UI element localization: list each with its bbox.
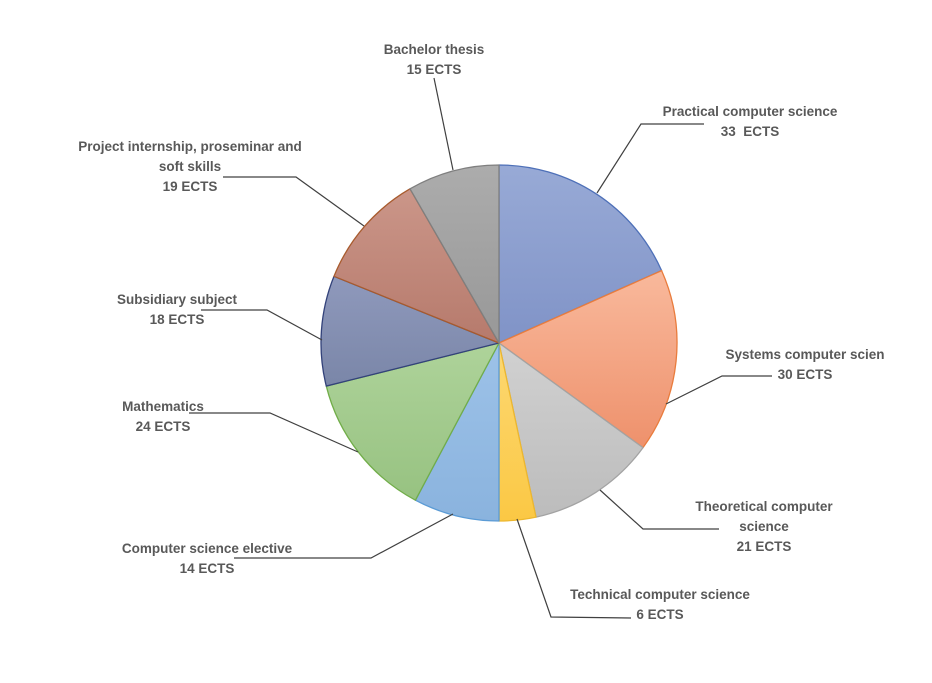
pie-slice-practical-computer-science — [498, 164, 663, 344]
slice-label-line: 18 ECTS — [149, 312, 205, 327]
leader-line-bachelor-thesis — [433, 77, 454, 171]
slice-label-line: 24 ECTS — [135, 419, 191, 434]
leader-line-systems-computer-science — [665, 375, 772, 405]
leader-line-practical-computer-science — [596, 123, 704, 194]
leader-line-computer-science-elective — [234, 513, 454, 559]
leader-line-project-internship-proseminar-and-soft-skills — [223, 176, 365, 227]
slice-label-line: soft skills — [158, 159, 222, 174]
slice-label-line: Computer science elective — [121, 541, 293, 556]
slice-label-line: 30 ECTS — [777, 367, 833, 382]
slice-label-mathematics: Mathematics 24 ECTS — [122, 397, 204, 437]
slice-label-computer-science-elective: Computer science elective 14 ECTS — [122, 539, 292, 579]
slice-label-line: Subsidiary subject — [116, 292, 238, 307]
pie-slice-bachelor-thesis — [409, 164, 500, 344]
leader-line-mathematics — [189, 412, 359, 453]
slice-label-line: 21 ECTS — [736, 539, 792, 554]
slice-label-line: 14 ECTS — [179, 561, 235, 576]
slice-label-line: Systems computer scien — [725, 347, 885, 362]
slice-label-bachelor-thesis: Bachelor thesis 15 ECTS — [384, 40, 485, 80]
leader-line-technical-computer-science — [516, 518, 632, 619]
slice-label-practical-computer-science: Practical computer science 33 ECTS — [663, 102, 838, 142]
leader-line-subsidiary-subject — [201, 309, 323, 341]
slice-label-line: Mathematics — [122, 399, 204, 414]
pie-slice-project-internship-proseminar-and-soft-skills — [333, 188, 500, 344]
slice-label-line: 19 ECTS — [162, 179, 218, 194]
slice-label-project-internship-proseminar-and-soft-skills: Project internship, proseminar and soft s… — [78, 137, 302, 197]
leader-line-theoretical-computer-science — [599, 489, 719, 530]
slice-label-subsidiary-subject: Subsidiary subject 18 ECTS — [117, 290, 237, 330]
slice-label-line: science — [739, 519, 789, 534]
slice-label-theoretical-computer-science: Theoretical computer science 21 ECTS — [695, 497, 832, 557]
pie-slice-theoretical-computer-science — [498, 342, 644, 518]
pie-slice-subsidiary-subject — [320, 275, 500, 387]
slice-label-systems-computer-science: Systems computer scien 30 ECTS — [725, 345, 884, 385]
pie-slice-mathematics — [325, 342, 500, 501]
slice-label-line: Practical computer science — [662, 104, 838, 119]
slice-label-line: Project internship, proseminar and — [78, 139, 302, 154]
slice-label-line: 6 ECTS — [636, 607, 684, 622]
slice-label-line: Bachelor thesis — [383, 42, 485, 57]
slice-label-line: 33 ECTS — [720, 124, 780, 139]
slice-label-technical-computer-science: Technical computer science 6 ECTS — [570, 585, 750, 625]
slice-label-line: Theoretical computer — [695, 499, 833, 514]
pie-slice-systems-computer-science — [498, 269, 678, 449]
slice-label-line: 15 ECTS — [406, 62, 462, 77]
slice-label-line: Technical computer science — [570, 587, 750, 602]
